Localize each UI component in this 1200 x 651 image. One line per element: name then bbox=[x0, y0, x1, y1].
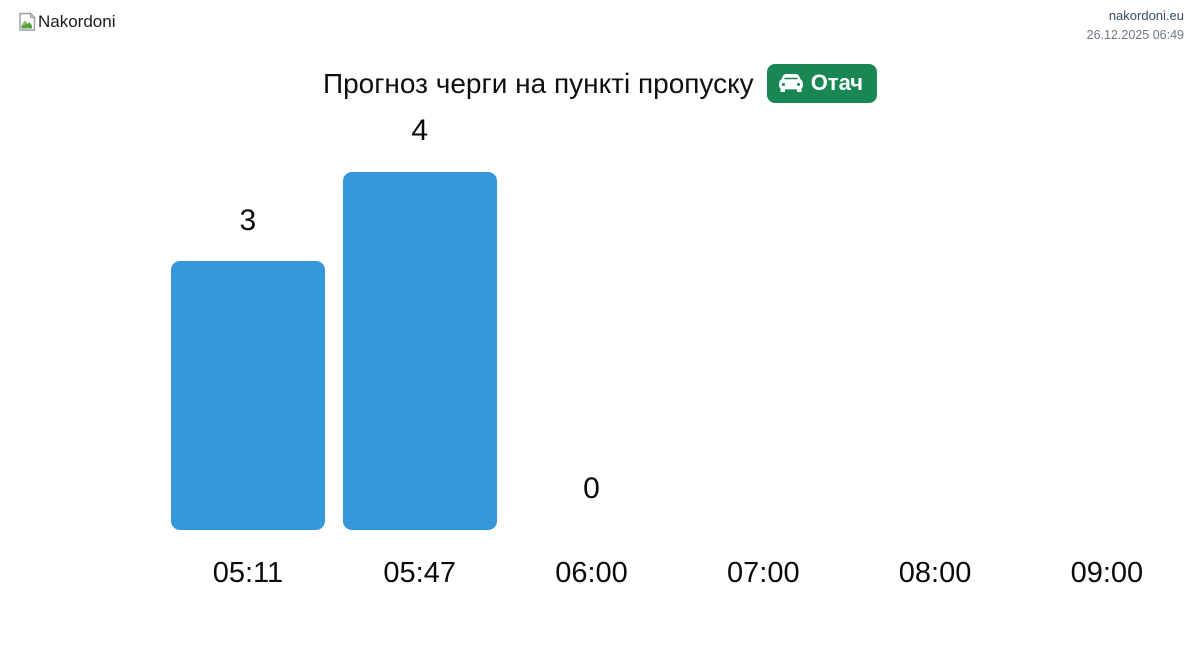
x-tick-label: 06:00 bbox=[555, 556, 628, 589]
chart-column: 0 bbox=[506, 472, 678, 530]
header-meta: nakordoni.eu 26.12.2025 06:49 bbox=[1087, 8, 1184, 46]
checkpoint-badge[interactable]: Отач bbox=[766, 64, 878, 104]
chart-column: 3 bbox=[162, 204, 334, 530]
logo-alt-text: Nakordoni bbox=[38, 11, 116, 31]
x-tick-label: 07:00 bbox=[727, 556, 800, 589]
page-header: Nakordoni nakordoni.eu 26.12.2025 06:49 bbox=[0, 0, 1200, 46]
site-link[interactable]: nakordoni.eu bbox=[1108, 8, 1184, 23]
car-icon bbox=[778, 71, 803, 95]
x-tick-label: 05:47 bbox=[383, 556, 456, 589]
page-title: Прогноз черги на пункті пропуску bbox=[322, 67, 754, 99]
broken-image-icon bbox=[18, 11, 37, 32]
bar-chart: 3 4 0 05:11 05:47 06:00 07:00 08:00 09:00 bbox=[162, 110, 1193, 590]
checkpoint-badge-label: Отач bbox=[810, 70, 864, 96]
logo: Nakordoni bbox=[18, 11, 116, 32]
chart-plot-area: 3 4 0 bbox=[162, 110, 1193, 530]
datetime-text: 26.12.2025 06:49 bbox=[1086, 27, 1184, 42]
bar-value-label: 0 bbox=[583, 472, 600, 506]
bar-value-label: 4 bbox=[411, 114, 429, 148]
bar bbox=[342, 171, 497, 530]
bar bbox=[170, 261, 325, 530]
bar-value-label: 3 bbox=[239, 203, 257, 237]
chart-ticks: 05:11 05:47 06:00 07:00 08:00 09:00 bbox=[162, 557, 1193, 590]
x-tick-label: 08:00 bbox=[898, 556, 972, 589]
chart-column: 4 bbox=[334, 114, 506, 530]
x-tick-label: 05:11 bbox=[212, 556, 284, 589]
x-tick-label: 09:00 bbox=[1070, 556, 1144, 589]
title-row: Прогноз черги на пункті пропуску Отач bbox=[0, 62, 1200, 106]
